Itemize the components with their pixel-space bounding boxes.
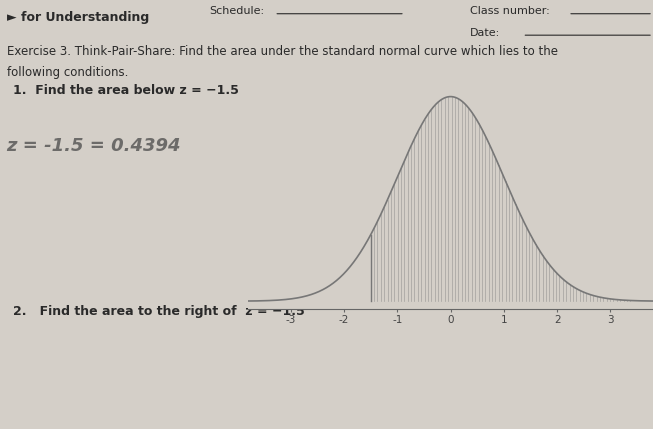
Text: z = -1.5 = 0.4394: z = -1.5 = 0.4394	[7, 137, 181, 155]
Text: 1.  Find the area below z = −1.5: 1. Find the area below z = −1.5	[13, 84, 239, 97]
Text: following conditions.: following conditions.	[7, 66, 128, 79]
Text: Date:: Date:	[470, 28, 500, 38]
Text: Exercise 3. Think-Pair-Share: Find the area under the standard normal curve whic: Exercise 3. Think-Pair-Share: Find the a…	[7, 45, 558, 58]
Text: ► for Understanding: ► for Understanding	[7, 11, 149, 24]
Text: Schedule:: Schedule:	[209, 6, 264, 16]
Text: Class number:: Class number:	[470, 6, 550, 16]
Text: 2.   Find the area to the right of  z = −1.5: 2. Find the area to the right of z = −1.…	[13, 305, 305, 317]
